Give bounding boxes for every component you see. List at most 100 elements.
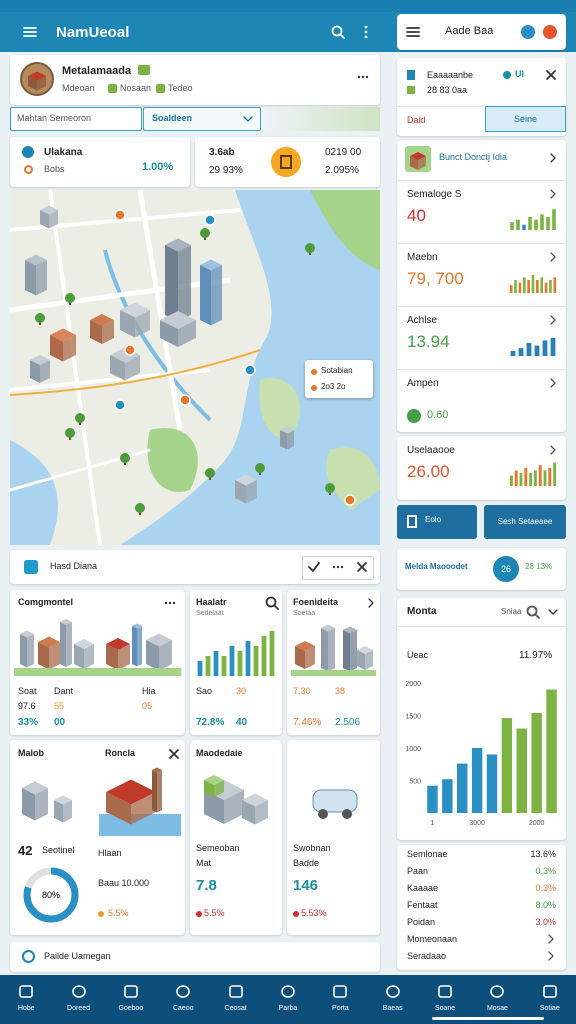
x-icon[interactable] [543, 67, 559, 83]
donut-label: 80% [42, 890, 60, 900]
nav-label: Doreed [67, 1005, 91, 1012]
mini-bar-chart [510, 209, 556, 230]
nav-item[interactable]: Baeas [367, 975, 419, 1024]
action-button[interactable]: Sesh Setaeaee [484, 505, 566, 539]
nav-icon-shape [228, 985, 243, 998]
map: Sotabian 2o3 2o [10, 190, 380, 545]
nav-icon [71, 985, 86, 998]
building-left [295, 646, 305, 669]
nav-item[interactable]: Goeboo [105, 975, 157, 1024]
building-left [120, 310, 135, 338]
x-icon[interactable] [166, 746, 182, 762]
building-right [350, 630, 357, 672]
mini-bar [518, 348, 524, 356]
nav-item[interactable]: Doreed [52, 975, 104, 1024]
menu-icon[interactable] [22, 24, 38, 40]
stat-value: 13.6% [530, 849, 556, 859]
chevdown-icon[interactable] [240, 111, 256, 127]
mini-bar [514, 470, 518, 486]
check-icon[interactable] [306, 559, 322, 575]
dots-icon[interactable] [358, 24, 374, 40]
tab[interactable]: Seine [485, 106, 566, 132]
search-input[interactable]: Mahtan Semeoron [10, 107, 142, 131]
stats-card: Semlonae 13.6% Paan 0.3% Kaaaae 0.3% Fentaat 8.… [397, 845, 566, 970]
icon-stroke [550, 315, 556, 325]
nav-icon [333, 985, 348, 998]
card-subtitle: Sedelaat [196, 610, 224, 617]
nav-item[interactable]: Sotiae [524, 975, 576, 1024]
mini-bar [538, 465, 542, 486]
mini-bar [221, 656, 227, 676]
building-left [160, 320, 178, 347]
filter-actions [302, 556, 374, 580]
nav-icon [176, 985, 191, 998]
summary-card: Eaaaaanbe Ul 28 83 0aa Daid Seine [397, 58, 566, 136]
nav-icon-shape [176, 985, 191, 998]
building-left [74, 644, 84, 669]
chev-icon[interactable] [545, 186, 561, 202]
profile-subtitle: Mdeoan [62, 83, 95, 93]
building-right [178, 245, 191, 322]
footer-link[interactable]: Pailde Uamegan [10, 942, 380, 972]
building-left [357, 650, 365, 670]
search-button[interactable]: Soaldeen [143, 107, 261, 131]
mini-bar [510, 222, 514, 230]
search-icon[interactable] [264, 595, 280, 611]
chev-icon[interactable] [363, 595, 379, 611]
side-text: Baau 10.000 [98, 878, 150, 888]
nav-item[interactable]: Porta [314, 975, 366, 1024]
nav-item[interactable]: Hobe [0, 975, 52, 1024]
building-left [60, 622, 66, 667]
nav-item[interactable]: Mosae [471, 975, 523, 1024]
stat-label: Fentaat [407, 900, 438, 910]
tab[interactable]: Daid [397, 106, 483, 133]
icon-stroke [546, 70, 556, 80]
chev-icon[interactable] [543, 948, 559, 964]
row-title: Ampen [407, 378, 439, 389]
app-bar [0, 12, 390, 52]
chev-icon[interactable] [545, 312, 561, 328]
hdots-icon[interactable] [355, 69, 371, 85]
menu-icon[interactable] [405, 24, 421, 40]
bar [531, 712, 542, 813]
mini-bar [510, 350, 516, 356]
x-icon[interactable] [354, 559, 370, 575]
building-right [49, 210, 58, 229]
building-right [255, 800, 268, 825]
action-button[interactable]: Eolo [397, 505, 477, 539]
map-road [48, 190, 102, 545]
hdots-icon[interactable] [330, 559, 346, 575]
chev-icon[interactable] [545, 442, 561, 458]
nav-item[interactable]: Caeoo [157, 975, 209, 1024]
chev-icon[interactable] [545, 249, 561, 265]
building-left [20, 634, 27, 668]
nav-icon-shape [19, 985, 33, 998]
icon-stroke [368, 598, 374, 608]
divider [397, 180, 566, 181]
search-icon[interactable] [330, 24, 346, 40]
chev-icon[interactable] [545, 150, 561, 166]
building-right [157, 770, 162, 813]
card-value: 00 [54, 717, 66, 728]
nav-item[interactable]: Soane [419, 975, 471, 1024]
search-icon[interactable] [525, 604, 541, 620]
mini-bar [197, 661, 203, 676]
nav-icon [438, 985, 452, 998]
nav-item[interactable]: Ceosat [209, 975, 261, 1024]
bar [516, 728, 527, 813]
chevdown-icon[interactable] [545, 604, 561, 620]
stat-label: Poidan [407, 917, 436, 927]
nav-icon-shape [438, 985, 452, 998]
icon-stroke [534, 613, 540, 619]
nav-item[interactable]: Parba [262, 975, 314, 1024]
card-value: 40 [236, 717, 248, 728]
divider [397, 243, 566, 244]
chev-icon[interactable] [543, 931, 559, 947]
mini-bar [548, 467, 552, 486]
chev-icon[interactable] [545, 375, 561, 391]
tag-icon [108, 84, 117, 93]
info-card: Malob Roncla 42 Seotinel 80% Hlaan Baau 10.000… [10, 740, 185, 935]
stat-card: 3.6ab 29 93% 0219 00 2.095% [195, 137, 380, 187]
hdots-icon[interactable] [162, 595, 178, 611]
tree [200, 228, 210, 238]
